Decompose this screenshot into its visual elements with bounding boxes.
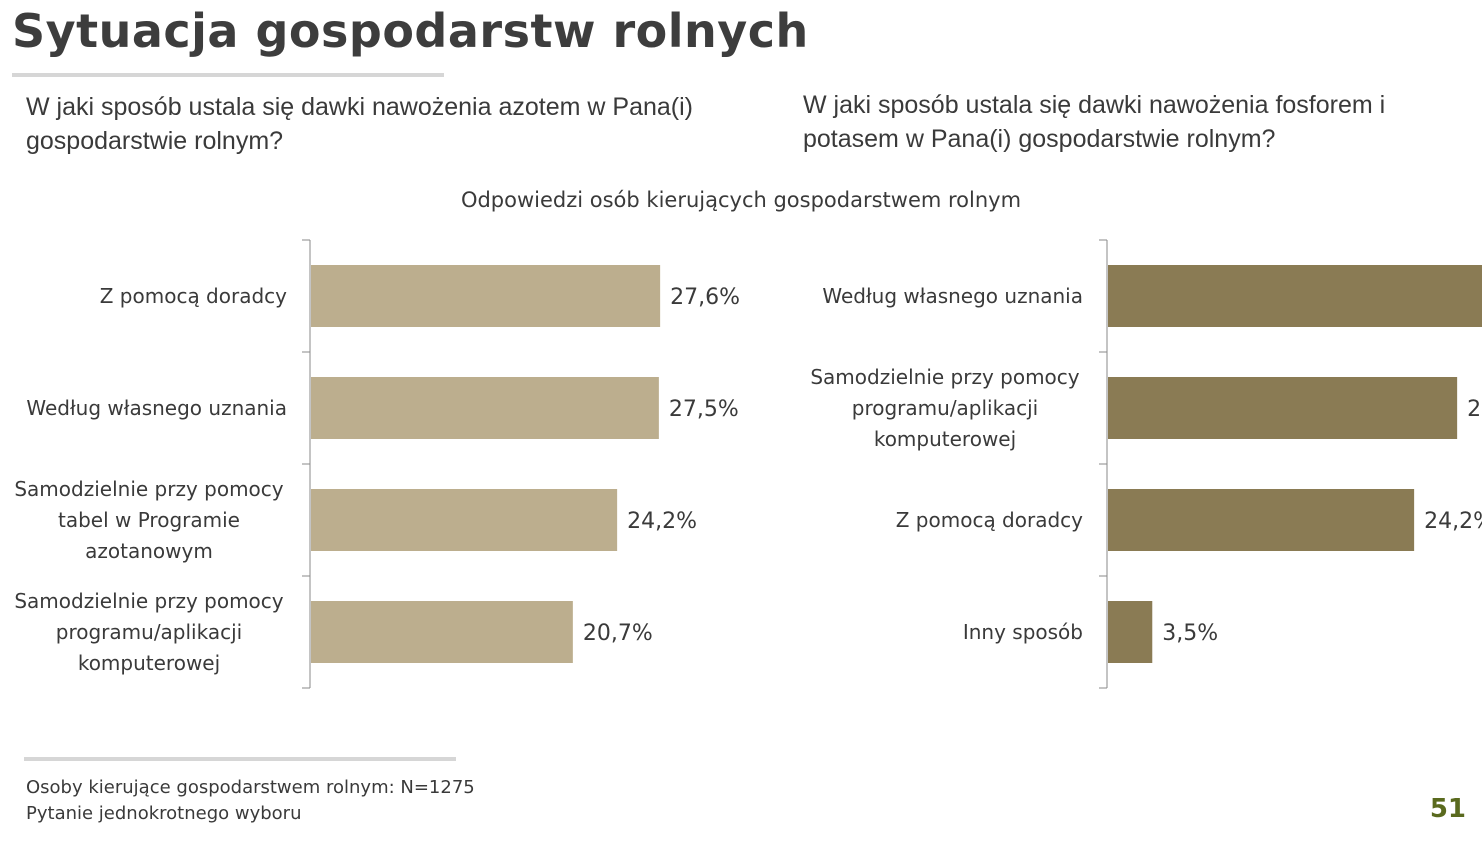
- left-bar: [311, 489, 618, 551]
- right-value-label: 3,5%: [1162, 621, 1218, 646]
- left-category-label: Samodzielnie przy pomocy tabel w Programi…: [14, 477, 283, 563]
- right-category-label: Z pomocą doradcy: [896, 508, 1083, 532]
- right-value-label: 24,2%: [1424, 509, 1482, 534]
- title-divider: [12, 73, 444, 77]
- left-value-label: 24,2%: [627, 509, 697, 534]
- left-value-label: 27,6%: [670, 285, 740, 310]
- footnote-sample: Osoby kierujące gospodarstwem rolnym: N=…: [26, 777, 475, 798]
- right-chart-question: W jaki sposób ustala się dawki nawożenia…: [803, 91, 1386, 153]
- right-bar: [1108, 377, 1458, 439]
- footer-divider: [24, 757, 456, 761]
- right-category-label: Samodzielnie przy pomocy programu/aplikac…: [810, 365, 1079, 451]
- right-value-label: 27,6%: [1467, 397, 1482, 422]
- left-value-label: 20,7%: [583, 621, 653, 646]
- right-bar: [1108, 265, 1482, 327]
- left-category-label: Samodzielnie przy pomocy programu/aplikac…: [14, 589, 283, 675]
- right-bar: [1108, 489, 1415, 551]
- page-number: 51: [1429, 794, 1466, 824]
- left-chart-question: W jaki sposób ustala się dawki nawożenia…: [26, 93, 693, 155]
- left-category-label: Według własnego uznania: [26, 396, 287, 420]
- chart-subtitle: Odpowiedzi osób kierujących gospodarstwe…: [460, 188, 1022, 212]
- left-bar: [311, 377, 659, 439]
- page-title: Sytuacja gospodarstw rolnych: [12, 4, 809, 58]
- left-value-label: 27,5%: [669, 397, 739, 422]
- right-category-label: Według własnego uznania: [822, 284, 1083, 308]
- footnote-question-type: Pytanie jednokrotnego wyboru: [26, 803, 302, 824]
- right-category-label: Inny sposób: [963, 620, 1083, 644]
- left-bar: [311, 265, 661, 327]
- right-bar: [1108, 601, 1153, 663]
- left-bar: [311, 601, 573, 663]
- left-category-label: Z pomocą doradcy: [100, 284, 287, 308]
